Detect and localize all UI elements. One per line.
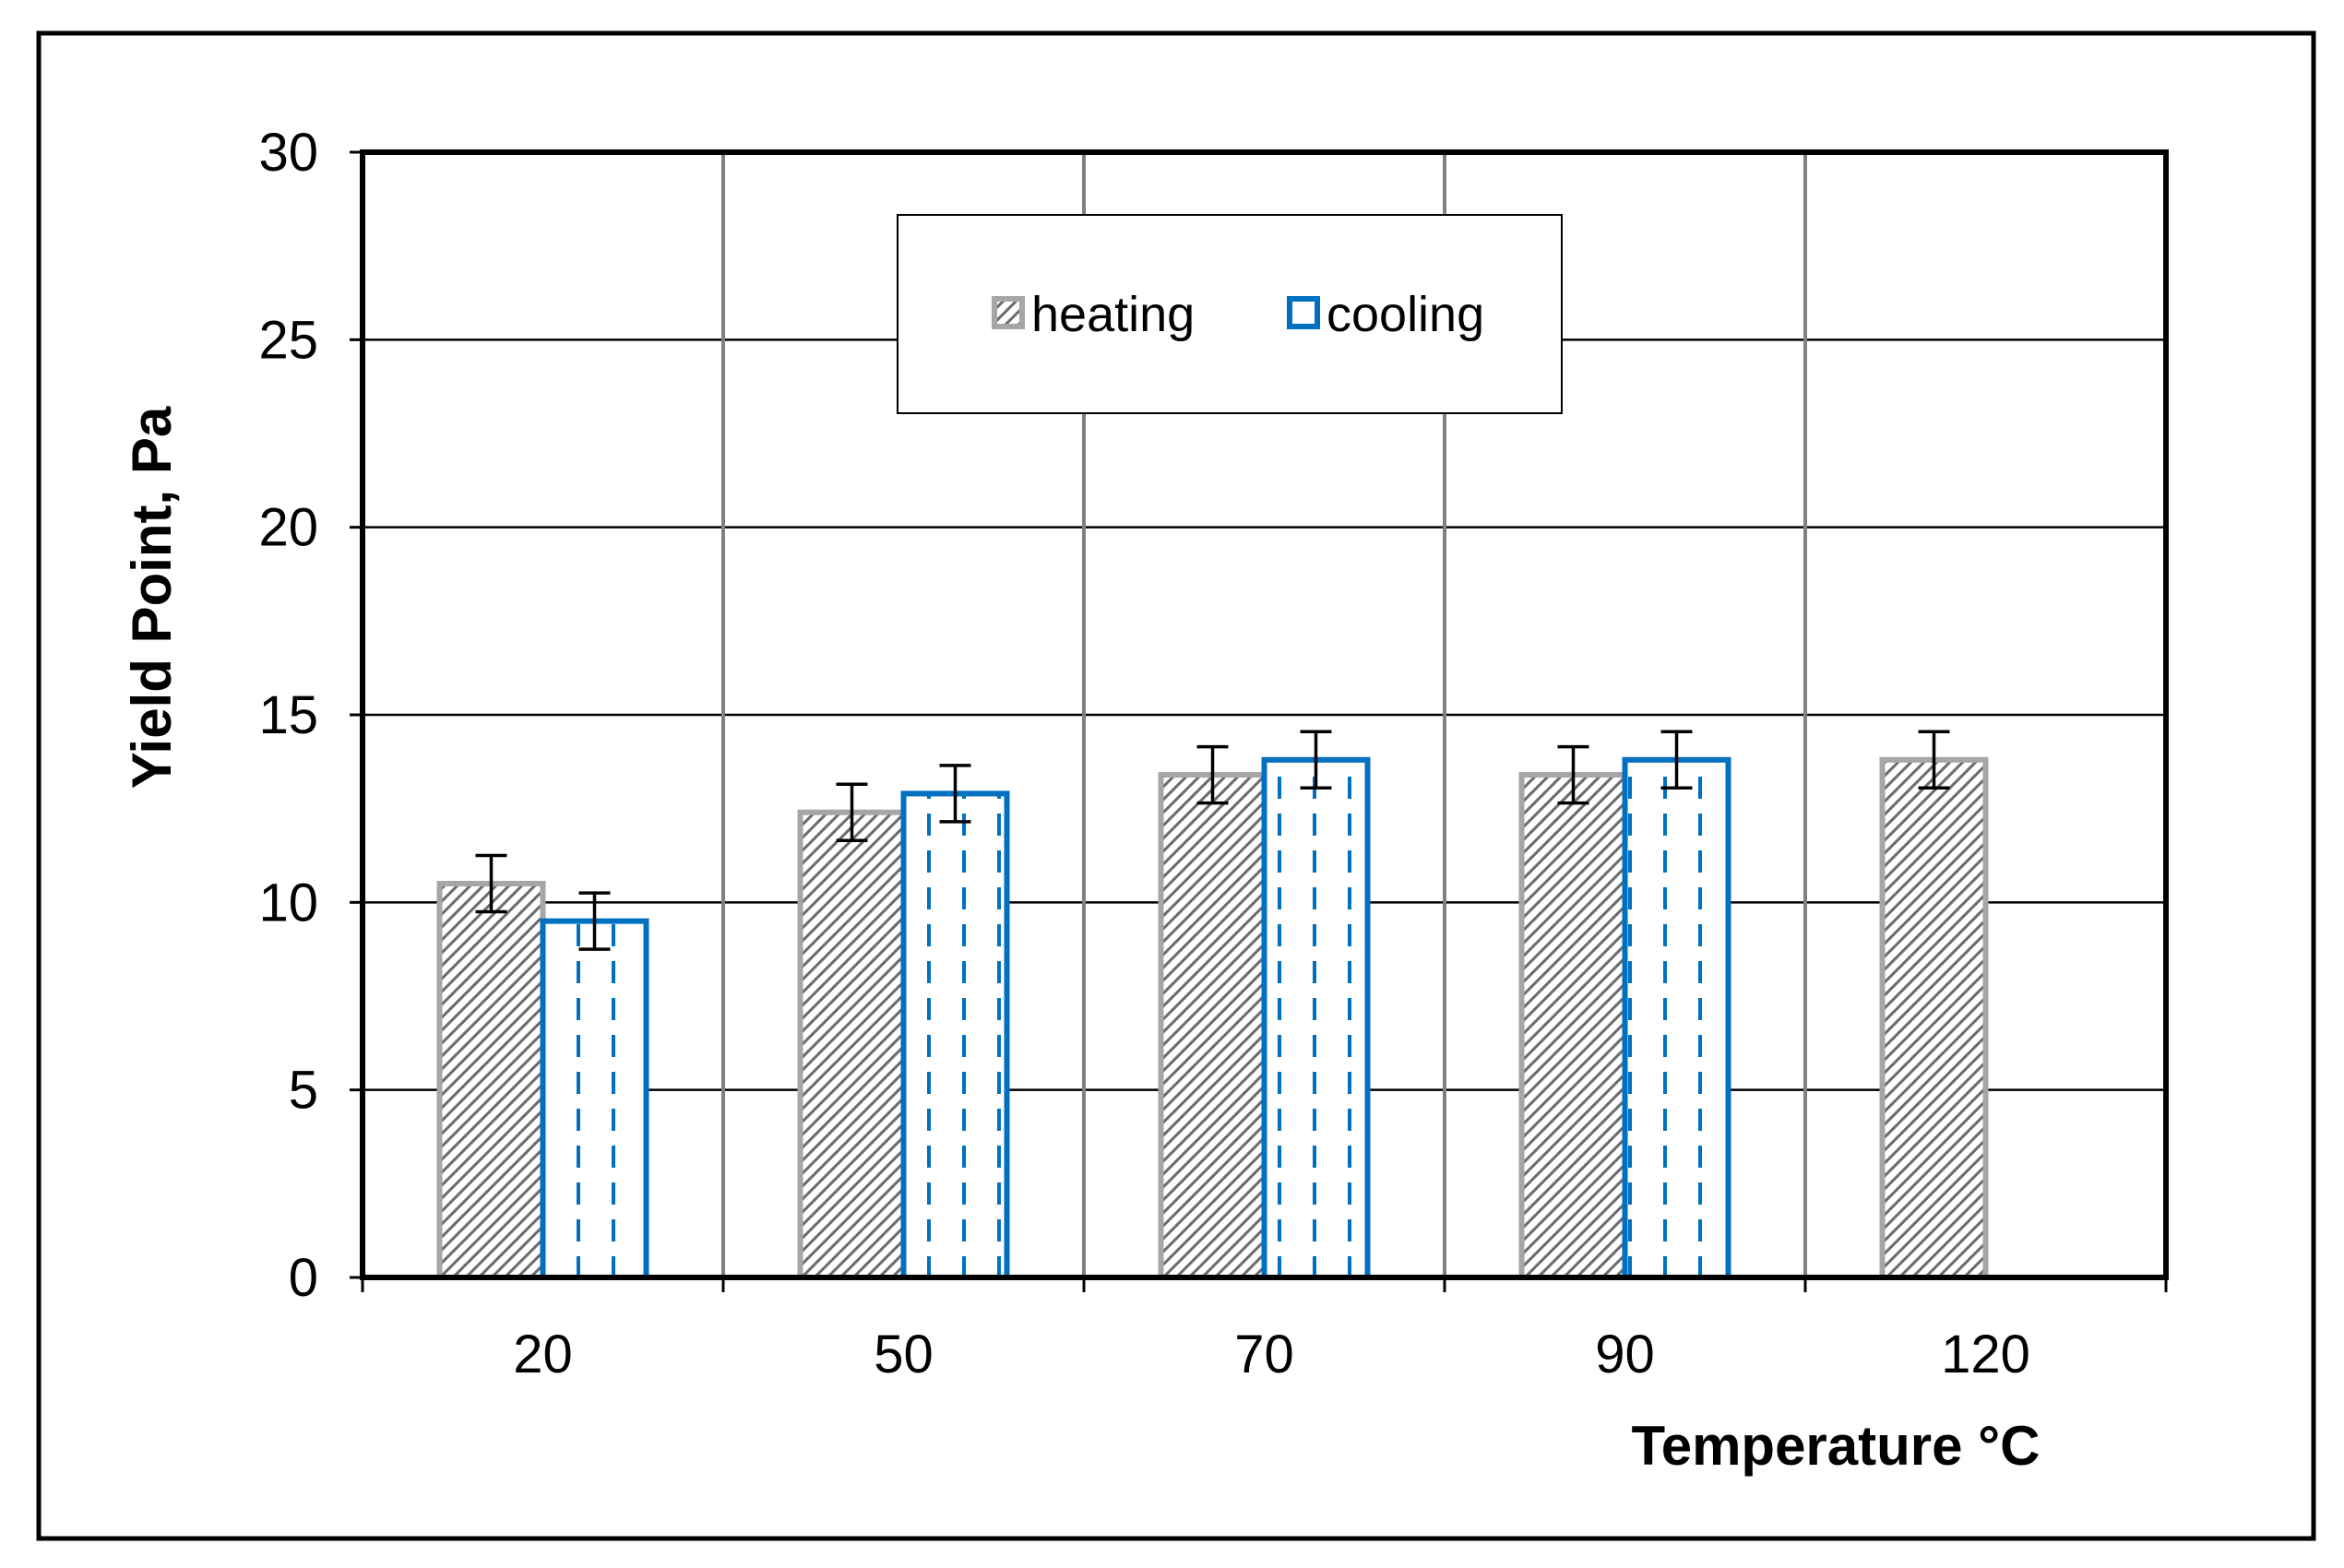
bar-heating-50 [797, 809, 907, 1280]
x-tick-label: 20 [513, 1324, 573, 1384]
bar-heating-120 [1879, 756, 1989, 1280]
bars [436, 756, 1989, 1281]
bar-heating-90 [1518, 772, 1628, 1280]
x-tick-labels: 20 50 70 90 120 [513, 1324, 2030, 1384]
bar-cooling-90 [1622, 756, 1731, 1280]
legend-label-cooling: cooling [1327, 287, 1484, 342]
y-axis-title: Yield Point, Pa [121, 406, 183, 789]
y-tick-label: 15 [258, 685, 318, 745]
legend-swatch-heating [992, 296, 1025, 329]
y-tick-label: 0 [289, 1248, 318, 1308]
y-tick-label: 10 [258, 873, 318, 932]
axis-ticks [350, 150, 2168, 1292]
y-tick-label: 25 [258, 310, 318, 370]
y-tick-label: 5 [289, 1061, 318, 1121]
error-bar-heating-70 [1196, 744, 1229, 805]
error-bar-heating-90 [1557, 744, 1589, 805]
x-tick-label: 90 [1595, 1324, 1655, 1384]
chart-border [36, 30, 2316, 1541]
error-bar-cooling-20 [578, 891, 611, 951]
x-tick-label: 120 [1941, 1324, 2030, 1384]
bar-heating-20 [436, 881, 546, 1280]
x-axis-title: Temperature °C [1632, 1415, 2041, 1477]
bar-cooling-50 [900, 790, 1010, 1280]
error-bar-heating-50 [836, 782, 868, 842]
error-bar-cooling-50 [939, 764, 971, 824]
error-bar-heating-120 [1918, 730, 1950, 790]
x-tick-label: 70 [1234, 1324, 1294, 1384]
error-bar-heating-20 [475, 853, 507, 914]
y-tick-labels: 0 5 10 15 20 25 30 [258, 123, 318, 1308]
bar-heating-70 [1158, 772, 1267, 1280]
y-tick-label: 30 [258, 123, 318, 183]
error-bar-cooling-70 [1300, 730, 1332, 790]
error-bar-cooling-90 [1660, 730, 1693, 790]
legend-swatch-cooling [1287, 296, 1320, 329]
legend-label-heating: heating [1031, 287, 1195, 342]
error-bars [475, 730, 1950, 951]
y-tick-label: 20 [258, 498, 318, 558]
x-tick-label: 50 [874, 1324, 934, 1384]
bar-cooling-20 [540, 918, 649, 1281]
legend: heating cooling [897, 214, 1563, 414]
bar-cooling-70 [1261, 756, 1371, 1280]
